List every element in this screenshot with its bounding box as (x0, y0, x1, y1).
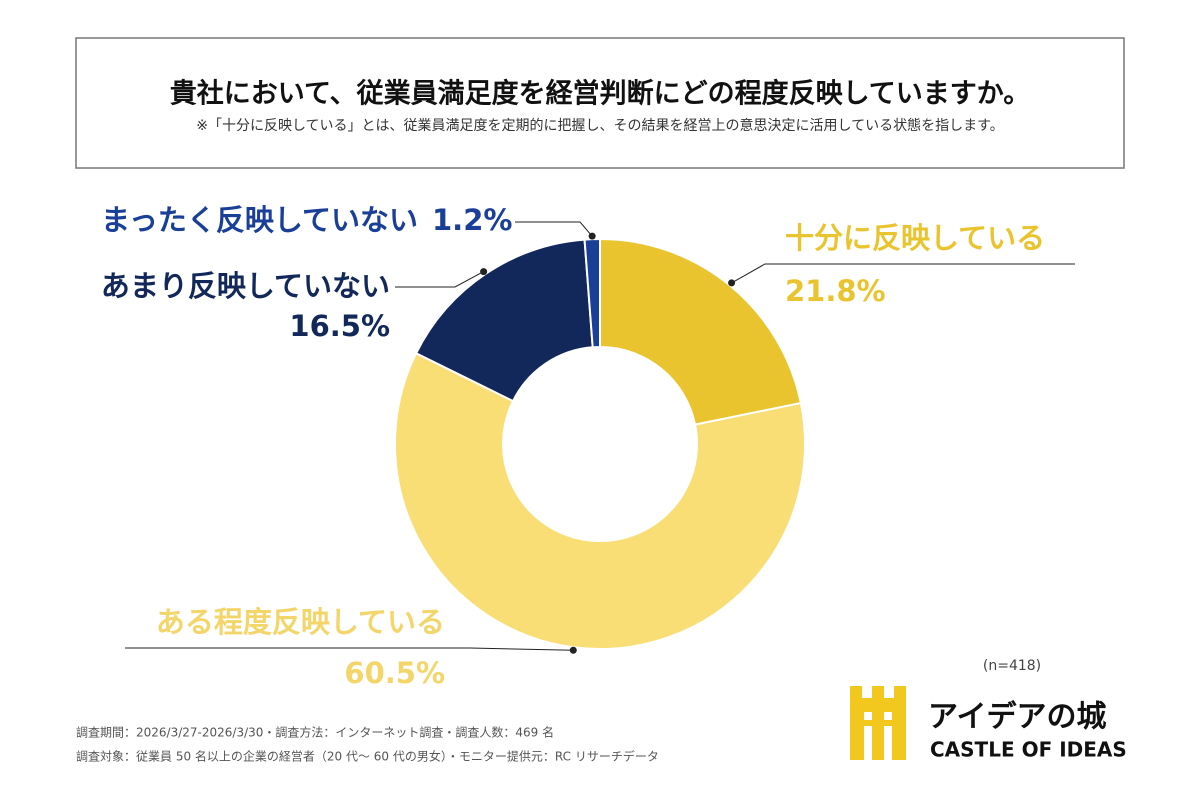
leader-line (731, 263, 1075, 284)
logo-icon (850, 686, 906, 760)
sample-size: (n=418) (983, 658, 1041, 674)
title-box (75, 37, 1125, 169)
logo-name: アイデアの城 (928, 700, 1107, 735)
value-label: 60.5% (344, 656, 445, 690)
leader-dot (480, 268, 488, 276)
value-label: 16.5% (289, 309, 390, 343)
slice-label: あまり反映していない (101, 269, 390, 303)
slice-label: ある程度反映している (156, 605, 445, 639)
leader-dot (569, 646, 577, 654)
chart-subtitle: ※「十分に反映している」とは、従業員満足度を定期的に把握し、その結果を経営上の意… (196, 117, 1004, 134)
slice (414, 238, 594, 403)
footnote: 調査期間：2026/3/27-2026/3/30・調査方法：インターネット調査・… (76, 725, 554, 740)
leader-dot (728, 279, 736, 287)
leader-line (395, 271, 484, 288)
slice-label: まったく反映していない (101, 203, 418, 237)
leader-line (515, 221, 593, 237)
slice (394, 351, 806, 650)
slice-label: 十分に反映している (785, 221, 1045, 255)
leader-line (125, 647, 574, 651)
value-label: 21.8% (785, 274, 886, 308)
footnote: 調査対象：従業員 50 名以上の企業の経営者（20 代〜 60 代の男女）・モニ… (76, 749, 659, 764)
slice (599, 237, 803, 426)
leader-dot (588, 232, 596, 240)
logo-subtitle: CASTLE OF IDEAS (930, 738, 1127, 762)
slice (583, 237, 601, 349)
chart-title: 貴社において、従業員満足度を経営判断にどの程度反映していますか。 (170, 78, 1031, 110)
value-label: 1.2% (432, 203, 512, 237)
